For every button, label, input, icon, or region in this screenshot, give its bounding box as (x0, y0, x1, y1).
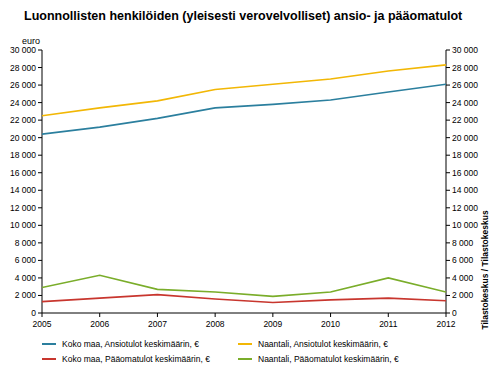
y-tick-label: 20 000 (10, 133, 36, 143)
y-tick (38, 67, 42, 68)
y2-tick (446, 155, 450, 156)
y-tick (38, 260, 42, 261)
x-tick (42, 313, 43, 317)
x-tick-label: 2007 (148, 319, 167, 329)
y-tick-label: 8 000 (15, 238, 37, 248)
y-tick-label: 22 000 (10, 115, 36, 125)
series-line (42, 275, 446, 296)
y-tick-label: 24 000 (10, 98, 36, 108)
plot-area (42, 65, 446, 303)
y2-axis (446, 50, 447, 313)
x-tick (446, 313, 447, 317)
x-tick-label: 2011 (379, 319, 398, 329)
series-line (42, 65, 446, 116)
y-tick-label: 26 000 (10, 80, 36, 90)
x-tick (215, 313, 216, 317)
legend-swatch (42, 358, 56, 360)
y-tick-label: 12 000 (10, 203, 36, 213)
y-tick (38, 120, 42, 121)
y-tick (38, 172, 42, 173)
y-tick-label: 30 000 (10, 45, 36, 55)
y2-tick (446, 295, 450, 296)
y2-tick (446, 225, 450, 226)
y2-tick (446, 67, 450, 68)
x-tick-label: 2006 (90, 319, 109, 329)
y2-tick (446, 313, 450, 314)
y-tick (38, 155, 42, 156)
y2-tick-label: 28 000 (452, 63, 478, 73)
y-tick-label: 10 000 (10, 220, 36, 230)
y-tick (38, 50, 42, 51)
y-tick (38, 85, 42, 86)
y-tick (38, 207, 42, 208)
x-tick-label: 2009 (263, 319, 282, 329)
y2-tick (446, 242, 450, 243)
x-tick (157, 313, 158, 317)
title: Luonnollisten henkilöiden (yleisesti ver… (24, 9, 463, 23)
y-tick (38, 190, 42, 191)
x-tick-label: 2008 (206, 319, 225, 329)
y-tick-label: 6 000 (15, 255, 37, 265)
legend-label: Koko maa, Pääomatulot keskimäärin, € (62, 354, 210, 364)
x-tick-label: 2012 (437, 319, 456, 329)
legend-swatch (238, 358, 252, 360)
y2-tick-label: 24 000 (452, 98, 478, 108)
series-line (42, 295, 446, 303)
y2-tick-label: 8 000 (452, 238, 474, 248)
y2-tick-label: 26 000 (452, 80, 478, 90)
y-tick (38, 225, 42, 226)
y2-tick-label: 6 000 (452, 255, 474, 265)
y2-tick-label: 10 000 (452, 220, 478, 230)
y2-tick (446, 102, 450, 103)
y2-tick (446, 172, 450, 173)
y2-tick-label: 14 000 (452, 185, 478, 195)
y2-tick-label: 30 000 (452, 45, 478, 55)
legend-label: Naantali, Pääomatulot keskimäärin, € (258, 354, 399, 364)
y-tick-label: 28 000 (10, 63, 36, 73)
x-tick (330, 313, 331, 317)
y-tick-label: 4 000 (15, 273, 37, 283)
y-tick-label: 2 000 (15, 290, 37, 300)
y2-tick-label: 16 000 (452, 168, 478, 178)
y2-tick (446, 137, 450, 138)
legend-label: Naantali, Ansiotulot keskimäärin, € (258, 339, 388, 349)
y-tick (38, 102, 42, 103)
x-tick (99, 313, 100, 317)
y2-tick (446, 85, 450, 86)
legend-label: Koko maa, Ansiotulot keskimäärin, € (62, 339, 199, 349)
legend-swatch (238, 343, 252, 345)
y-tick (38, 313, 42, 314)
x-tick-label: 2010 (321, 319, 340, 329)
y2-tick (446, 50, 450, 51)
chart: Luonnollisten henkilöiden (yleisesti ver… (0, 0, 493, 370)
x-tick-label: 2005 (33, 319, 52, 329)
y2-tick-label: 2 000 (452, 290, 474, 300)
series-line (42, 84, 446, 134)
y2-tick (446, 190, 450, 191)
y-tick (38, 137, 42, 138)
x-axis (42, 313, 446, 314)
y2-tick (446, 260, 450, 261)
x-tick (388, 313, 389, 317)
y-tick (38, 295, 42, 296)
source: Tilastokeskus / Tilastokeskus (480, 210, 490, 329)
y-tick-label: 16 000 (10, 168, 36, 178)
y-tick-label: 0 (31, 308, 36, 318)
y2-tick-label: 0 (452, 308, 457, 318)
y-tick-label: 18 000 (10, 150, 36, 160)
y2-tick-label: 18 000 (452, 150, 478, 160)
y2-tick-label: 12 000 (452, 203, 478, 213)
y-tick-label: 14 000 (10, 185, 36, 195)
legend-swatch (42, 343, 56, 345)
y-tick (38, 242, 42, 243)
y2-tick-label: 22 000 (452, 115, 478, 125)
y2-tick (446, 207, 450, 208)
y-tick (38, 277, 42, 278)
y2-tick (446, 277, 450, 278)
x-tick (272, 313, 273, 317)
y-axis (42, 50, 43, 313)
y2-tick-label: 4 000 (452, 273, 474, 283)
y2-tick-label: 20 000 (452, 133, 478, 143)
y2-tick (446, 120, 450, 121)
